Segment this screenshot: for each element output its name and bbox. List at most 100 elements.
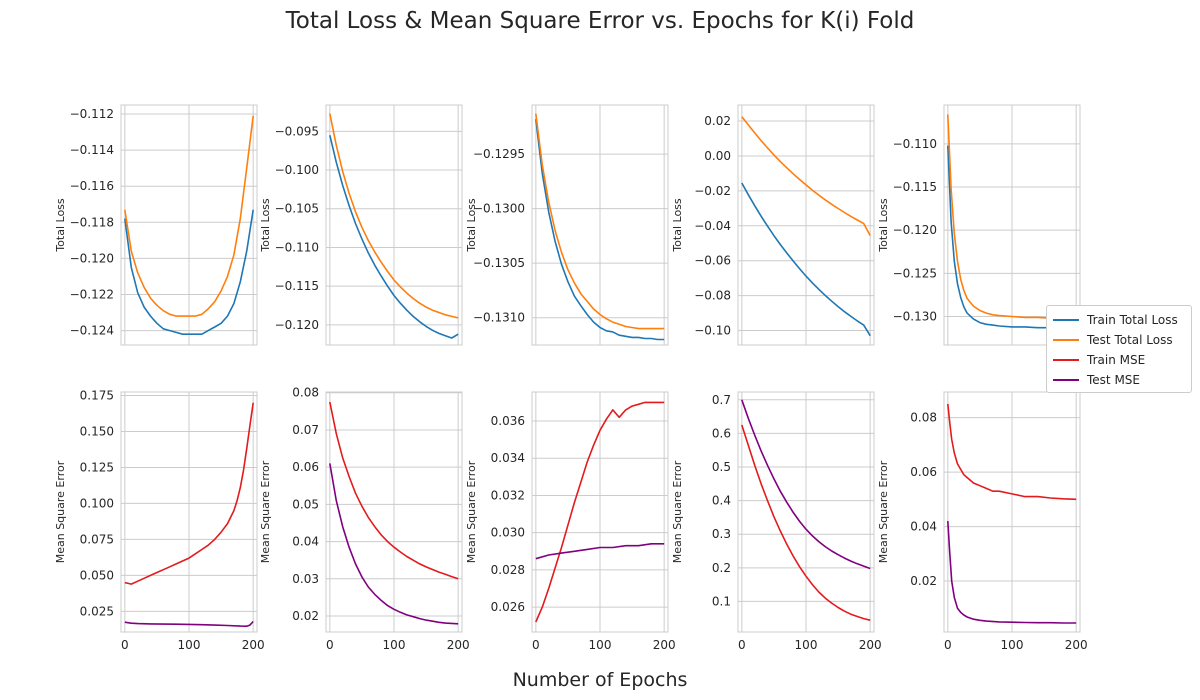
y-tick-label: 0.3 <box>712 527 731 541</box>
y-tick-label: −0.10 <box>694 324 731 338</box>
subplot-top-2: −0.120 −0.115 −0.110 −0.105 −0.100 −0.095 Tota… <box>259 104 463 346</box>
subplot-top-1: −0.124 −0.122 −0.120 −0.118 −0.116 −0.114 −0.1… <box>54 104 258 346</box>
y-tick-label: 0.06 <box>910 465 937 479</box>
legend-item-test-total-loss: Test Total Loss <box>1053 330 1185 350</box>
y-tick-label: −0.105 <box>275 202 319 216</box>
series-line-train-mse <box>535 401 665 623</box>
axes-frame <box>943 391 1081 633</box>
series-line-test-mse <box>741 399 871 570</box>
series-line-train-total-loss <box>741 182 871 337</box>
y-tick-label: 0.034 <box>491 451 525 465</box>
series-line-train-total-loss <box>535 119 665 341</box>
y-axis-label: Mean Square Error <box>877 460 890 563</box>
y-tick-label: 0.026 <box>491 600 525 614</box>
legend-swatch <box>1053 339 1079 341</box>
y-tick-label: 0.032 <box>491 488 525 502</box>
y-tick-label: 0.6 <box>712 426 731 440</box>
x-tick-label: 0 <box>326 638 334 652</box>
y-axis-label: Total Loss <box>671 198 684 253</box>
x-tick-label: 200 <box>859 638 882 652</box>
y-tick-label: −0.1310 <box>473 311 525 325</box>
series-line-test-total-loss <box>329 113 459 319</box>
subplot-top-5: −0.130 −0.125 −0.120 −0.115 −0.110 Total Loss <box>877 104 1081 346</box>
y-tick-label: −0.125 <box>893 266 937 280</box>
y-tick-label: −0.02 <box>694 184 731 198</box>
y-tick-label: 0.125 <box>80 460 114 474</box>
y-tick-label: 0.025 <box>80 604 114 618</box>
x-tick-label: 100 <box>795 638 818 652</box>
legend-item-train-mse: Train MSE <box>1053 350 1185 370</box>
subplot-bottom-4: 0 100 200 0.1 0.2 0.3 0.4 0.5 0.6 0.7 Mean Square … <box>671 391 882 652</box>
y-tick-label: 0.05 <box>292 497 319 511</box>
y-tick-label: −0.06 <box>694 254 731 268</box>
axes-frame <box>531 104 669 346</box>
y-tick-label: −0.1305 <box>473 256 525 270</box>
axes-frame <box>120 104 258 346</box>
x-tick-label: 0 <box>121 638 129 652</box>
series-line-test-total-loss <box>741 116 871 236</box>
y-tick-label: −0.130 <box>893 310 937 324</box>
y-tick-label: 0.02 <box>292 609 319 623</box>
y-tick-label: 0.5 <box>712 460 731 474</box>
series-line-train-total-loss <box>947 145 1077 329</box>
y-tick-label: −0.120 <box>275 318 319 332</box>
y-axis-label: Mean Square Error <box>54 460 67 563</box>
y-tick-label: −0.120 <box>70 251 114 265</box>
legend: Train Total Loss Test Total Loss Train M… <box>1046 305 1192 393</box>
legend-swatch <box>1053 319 1079 321</box>
y-tick-label: −0.120 <box>893 223 937 237</box>
axes-frame <box>325 104 463 346</box>
subplot-bottom-5: 0 100 200 0.02 0.04 0.06 0.08 Mean Square Error <box>877 391 1088 652</box>
y-tick-label: −0.116 <box>70 179 114 193</box>
series-line-train-total-loss <box>329 135 459 339</box>
x-tick-label: 200 <box>242 638 265 652</box>
y-tick-label: 0.2 <box>712 561 731 575</box>
y-tick-label: 0.050 <box>80 568 114 582</box>
axes-frame <box>325 391 463 633</box>
x-tick-label: 100 <box>589 638 612 652</box>
subplot-bottom-2: 0 100 200 0.02 0.03 0.04 0.05 0.06 0.07 0.08 Mean … <box>259 386 470 652</box>
y-tick-label: −0.110 <box>893 137 937 151</box>
y-tick-label: 0.1 <box>712 594 731 608</box>
x-tick-label: 200 <box>447 638 470 652</box>
y-tick-label: 0.02 <box>704 114 731 128</box>
y-tick-label: 0.100 <box>80 496 114 510</box>
y-tick-label: −0.1300 <box>473 202 525 216</box>
y-axis-label: Mean Square Error <box>465 460 478 563</box>
figure-title: Total Loss & Mean Square Error vs. Epoch… <box>285 8 915 34</box>
legend-label: Train Total Loss <box>1087 313 1178 327</box>
y-tick-label: 0.028 <box>491 563 525 577</box>
y-axis-label: Total Loss <box>877 198 890 253</box>
axes-frame <box>737 391 875 633</box>
y-tick-label: 0.03 <box>292 572 319 586</box>
y-tick-label: −0.124 <box>70 324 114 338</box>
series-line-train-mse <box>947 403 1077 501</box>
x-tick-label: 0 <box>944 638 952 652</box>
y-tick-label: 0.00 <box>704 149 731 163</box>
series-line-test-mse <box>329 463 459 625</box>
subplot-top-3: −0.1310 −0.1305 −0.1300 −0.1295 Total Loss <box>465 104 669 346</box>
y-axis-label: Mean Square Error <box>259 460 272 563</box>
x-tick-label: 100 <box>1001 638 1024 652</box>
y-tick-label: 0.4 <box>712 494 731 508</box>
series-line-test-total-loss <box>124 115 254 317</box>
series-line-train-total-loss <box>124 209 254 336</box>
y-tick-label: −0.114 <box>70 143 114 157</box>
y-tick-label: −0.04 <box>694 219 731 233</box>
y-tick-label: 0.075 <box>80 532 114 546</box>
legend-swatch <box>1053 379 1079 381</box>
x-tick-label: 200 <box>1065 638 1088 652</box>
y-tick-label: 0.036 <box>491 414 525 428</box>
y-axis-label: Total Loss <box>259 198 272 253</box>
y-tick-label: 0.04 <box>910 520 937 534</box>
y-tick-label: 0.08 <box>910 411 937 425</box>
series-line-train-mse <box>124 402 254 585</box>
subplot-bottom-1: 0 100 200 0.025 0.050 0.075 0.100 0.125 0.150 0.1… <box>54 388 265 652</box>
series-line-train-mse <box>741 424 871 621</box>
legend-item-test-mse: Test MSE <box>1053 370 1185 390</box>
legend-item-train-total-loss: Train Total Loss <box>1053 310 1185 330</box>
y-tick-label: −0.115 <box>893 180 937 194</box>
x-tick-label: 100 <box>178 638 201 652</box>
y-tick-label: −0.100 <box>275 163 319 177</box>
